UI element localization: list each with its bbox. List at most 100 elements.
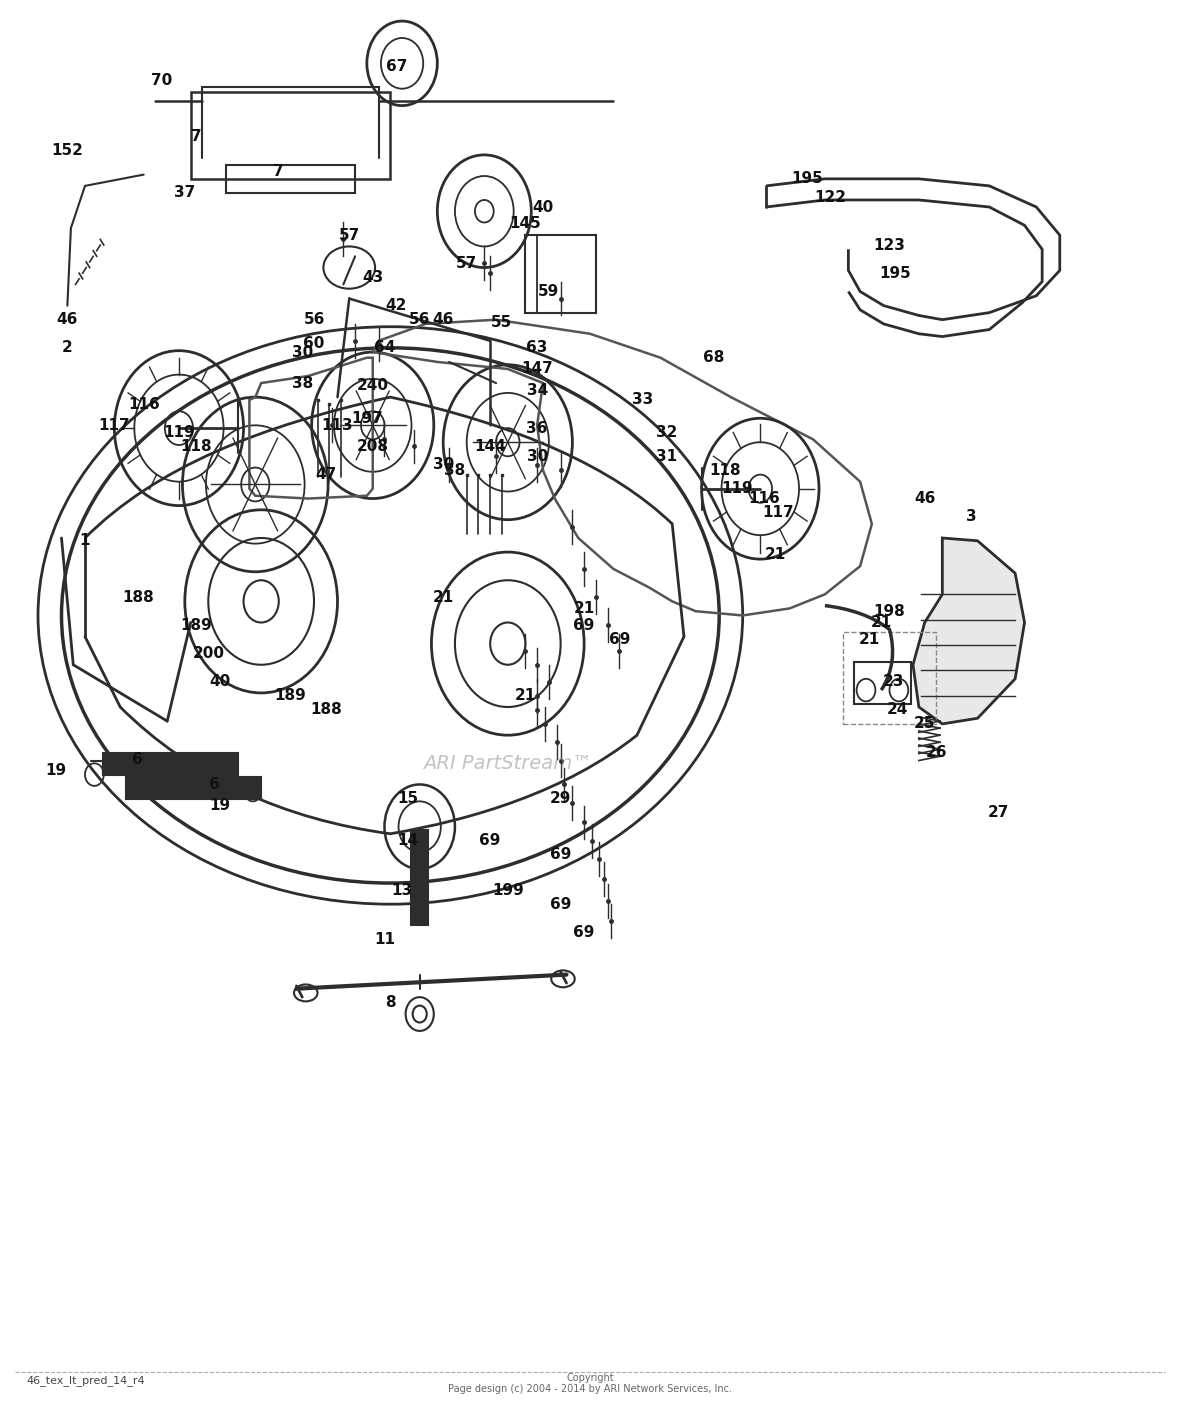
Text: 47: 47	[315, 467, 336, 482]
Text: 208: 208	[356, 438, 388, 454]
Text: 188: 188	[122, 590, 153, 605]
Text: 123: 123	[873, 238, 905, 253]
Text: 40: 40	[532, 199, 553, 215]
Text: 29: 29	[550, 790, 571, 806]
Bar	[843, 632, 937, 724]
Text: 69: 69	[573, 618, 595, 633]
Text: 188: 188	[310, 703, 342, 717]
Text: 116: 116	[127, 397, 159, 411]
Text: 195: 195	[879, 266, 911, 281]
Text: 144: 144	[474, 438, 506, 454]
Text: 59: 59	[538, 284, 559, 298]
Text: 38: 38	[291, 376, 313, 390]
Text: 119: 119	[721, 481, 753, 496]
Text: 46: 46	[433, 312, 454, 327]
Text: 118: 118	[181, 438, 212, 454]
Text: 27: 27	[988, 805, 1009, 820]
Text: 21: 21	[859, 632, 880, 646]
Text: 69: 69	[550, 847, 571, 863]
Bar	[854, 662, 911, 704]
Text: 19: 19	[210, 797, 230, 813]
Text: 30: 30	[433, 457, 454, 472]
Text: 70: 70	[151, 72, 172, 88]
Text: 33: 33	[632, 393, 654, 407]
Text: 1: 1	[80, 533, 90, 549]
Text: 69: 69	[479, 833, 500, 848]
Text: 189: 189	[275, 689, 307, 703]
Text: 37: 37	[175, 185, 196, 201]
PathPatch shape	[913, 537, 1024, 724]
Text: 200: 200	[192, 646, 224, 660]
Text: 13: 13	[392, 882, 413, 898]
Text: 32: 32	[656, 424, 677, 440]
Text: 26: 26	[926, 745, 948, 759]
Text: 19: 19	[45, 764, 66, 778]
Text: 2: 2	[63, 341, 73, 355]
Text: 24: 24	[887, 703, 909, 717]
Text: 56: 56	[303, 312, 324, 327]
Text: 21: 21	[433, 590, 454, 605]
Text: 198: 198	[873, 604, 905, 619]
Text: 122: 122	[814, 189, 847, 205]
Text: 240: 240	[356, 379, 388, 393]
Text: 7: 7	[274, 164, 284, 180]
Text: 36: 36	[526, 420, 548, 436]
Text: 113: 113	[322, 417, 353, 433]
Bar	[126, 778, 261, 799]
Text: 55: 55	[491, 315, 512, 329]
Text: 69: 69	[550, 896, 571, 912]
Text: 15: 15	[398, 790, 419, 806]
Text: 25: 25	[914, 717, 936, 731]
Bar	[412, 830, 428, 925]
Bar	[191, 92, 391, 178]
Text: 14: 14	[398, 833, 419, 848]
Text: 40: 40	[209, 674, 230, 689]
Text: 21: 21	[514, 689, 536, 703]
Text: 152: 152	[52, 143, 84, 158]
Text: 56: 56	[409, 312, 431, 327]
Text: 57: 57	[339, 228, 360, 243]
Text: 38: 38	[445, 462, 466, 478]
Text: 197: 197	[350, 411, 382, 426]
Text: 64: 64	[374, 341, 395, 355]
Bar	[103, 754, 237, 775]
Text: Copyright
Page design (c) 2004 - 2014 by ARI Network Services, Inc.: Copyright Page design (c) 2004 - 2014 by…	[448, 1373, 732, 1394]
Text: 31: 31	[656, 448, 677, 464]
Text: 118: 118	[709, 462, 741, 478]
Bar	[525, 235, 596, 312]
Text: 60: 60	[303, 337, 324, 351]
Text: 21: 21	[871, 615, 892, 631]
Text: 119: 119	[163, 424, 195, 440]
Text: 43: 43	[362, 270, 384, 286]
Text: 23: 23	[883, 674, 904, 689]
Text: 21: 21	[573, 601, 595, 617]
Text: 69: 69	[609, 632, 630, 646]
Text: 117: 117	[762, 505, 794, 520]
Text: 67: 67	[386, 58, 407, 74]
Text: 116: 116	[748, 491, 780, 506]
Text: 11: 11	[374, 932, 395, 947]
Text: 195: 195	[792, 171, 824, 187]
Text: ARI PartStream™: ARI PartStream™	[424, 754, 592, 773]
Text: 6: 6	[209, 776, 219, 792]
Text: 189: 189	[181, 618, 212, 633]
Text: 147: 147	[522, 362, 553, 376]
Text: 30: 30	[291, 345, 313, 359]
Text: 42: 42	[386, 298, 407, 312]
Text: 57: 57	[455, 256, 477, 271]
Text: 3: 3	[966, 509, 977, 525]
Text: 145: 145	[510, 216, 542, 232]
Text: 46: 46	[914, 491, 936, 506]
Text: 6: 6	[132, 752, 143, 766]
Text: 117: 117	[99, 417, 130, 433]
Text: 69: 69	[573, 925, 595, 940]
Text: 68: 68	[702, 351, 725, 365]
Text: 34: 34	[526, 383, 548, 397]
Text: 30: 30	[526, 448, 548, 464]
Text: 21: 21	[765, 547, 786, 563]
Text: 199: 199	[492, 882, 524, 898]
Text: 7: 7	[191, 129, 202, 144]
Text: 63: 63	[526, 341, 548, 355]
Text: 46: 46	[57, 312, 78, 327]
Bar	[225, 165, 355, 192]
